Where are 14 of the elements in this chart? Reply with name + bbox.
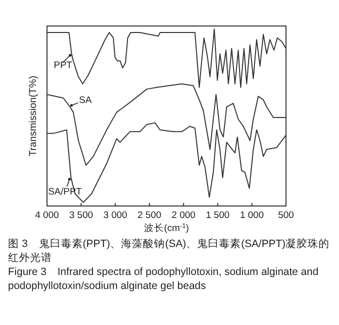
x-tick-label: 500: [278, 210, 294, 221]
x-tick-label: 3 000: [103, 210, 128, 221]
series-label: SA: [79, 94, 92, 106]
y-axis-title: Transmission(T%): [28, 76, 39, 156]
series-label: PPT: [54, 60, 72, 71]
caption: Figure 3 Infrared spectra of podophyllotoxin, sodium alginate and podophyllotoxin/sodium alginate gel beads: [8, 265, 320, 293]
x-tick-label: 3 500: [69, 210, 94, 221]
x-tick-label: 1 500: [206, 210, 230, 221]
x-tick-label: 4 000: [35, 210, 59, 221]
x-tick-label: 1 000: [240, 210, 264, 221]
x-axis-title: 波长(cm$^{-1}$): [144, 222, 189, 234]
x-tick-label: 2 500: [138, 210, 162, 221]
x-tick-label: 2 000: [172, 210, 196, 221]
caption: 图 3 鬼臼毒素(PPT)、海藻酸钠(SA)、鬼臼毒素(SA/PPT)凝胶珠的红外光谱: [8, 237, 331, 265]
